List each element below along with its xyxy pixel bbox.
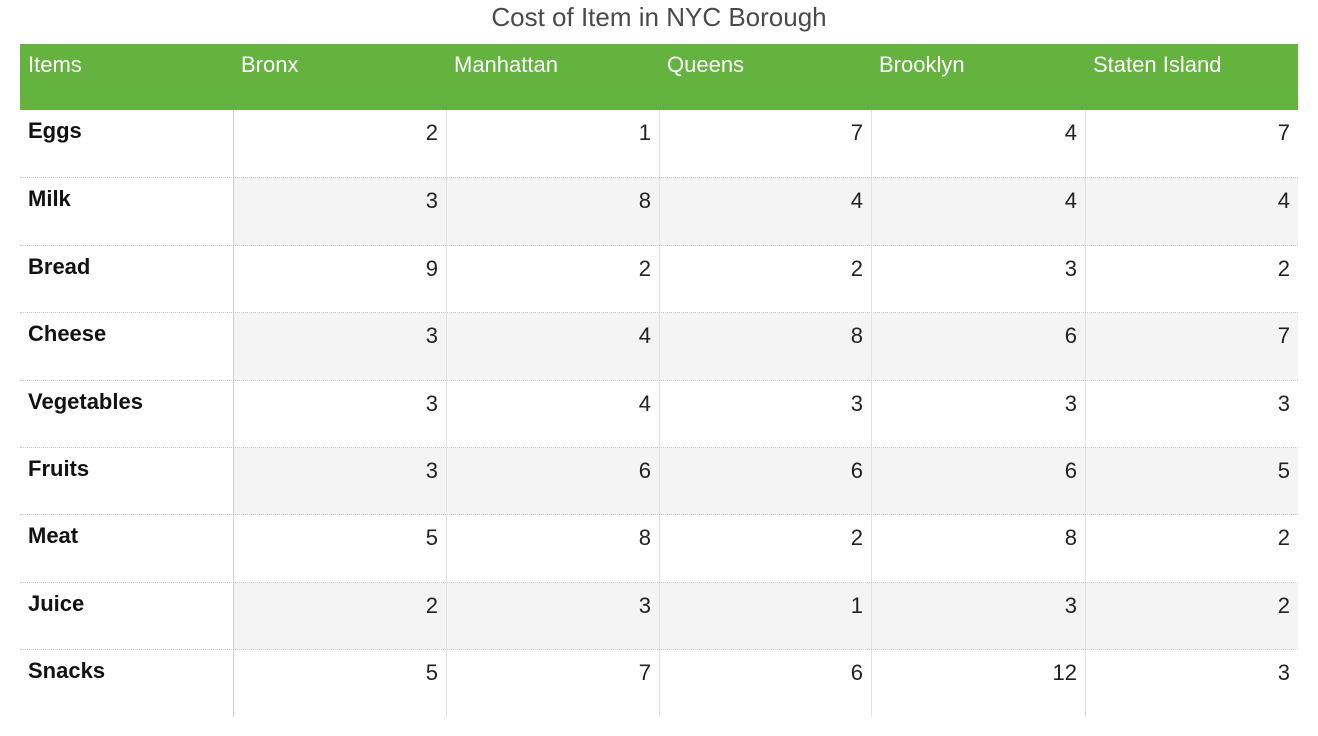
table-cell: 4: [446, 313, 659, 380]
table-cell: 3: [233, 178, 446, 245]
column-header: Manhattan: [454, 52, 558, 77]
table-row: Snacks 5 7 6 12 3: [20, 649, 1298, 717]
table-cell: 6: [446, 447, 659, 515]
table-cell: 8: [659, 313, 871, 380]
table-cell: 7: [446, 650, 659, 717]
table-cell: 7: [1085, 110, 1298, 178]
table-cell: 1: [659, 582, 871, 650]
table-row: Milk 3 8 4 4 4: [20, 177, 1298, 245]
table-cell: 7: [659, 110, 871, 178]
table-header-row: Items Bronx Manhattan Queens Brooklyn Staten …: [20, 44, 1298, 110]
table-cell: 3: [233, 313, 446, 380]
table-cell: 4: [871, 110, 1085, 178]
table-cell: 8: [446, 178, 659, 245]
table-cell: 5: [1085, 447, 1298, 515]
table-cell: 8: [871, 515, 1085, 582]
table-cell: 6: [659, 447, 871, 515]
table-cell: 3: [871, 582, 1085, 650]
table-cell: 3: [1085, 650, 1298, 717]
row-label: Fruits: [28, 455, 90, 481]
table-cell: 8: [446, 515, 659, 582]
table-cell: 2: [233, 110, 446, 178]
row-label: Snacks: [28, 658, 106, 684]
table-row: Juice 2 3 1 3 2: [20, 581, 1298, 650]
column-header: Brooklyn: [879, 52, 965, 77]
table-cell: 3: [871, 380, 1085, 447]
table-cell: 3: [1085, 380, 1298, 447]
table-body: Eggs 2 1 7 4 7 Milk 3 8 4 4 4 Bread 9 2 2 3 2 Cheese 3 4 8 6 7 V…: [20, 110, 1298, 717]
table-row: Cheese 3 4 8 6 7: [20, 312, 1298, 380]
table-cell: 6: [871, 313, 1085, 380]
row-label: Cheese: [28, 321, 107, 347]
table-cell: 6: [659, 650, 871, 717]
row-label: Eggs: [28, 118, 82, 143]
table-row: Meat 5 8 2 8 2: [20, 514, 1298, 582]
table-cell: 3: [659, 380, 871, 447]
table-cell: 2: [659, 515, 871, 582]
table-cell: 9: [233, 245, 446, 313]
data-table: Items Bronx Manhattan Queens Brooklyn Staten …: [20, 44, 1298, 717]
table-cell: 3: [233, 380, 446, 447]
table-cell: 4: [446, 380, 659, 447]
table-cell: 2: [233, 582, 446, 650]
table-row: Vegetables 3 4 3 3 3: [20, 379, 1298, 447]
table-cell: 1: [446, 110, 659, 178]
table-cell: 5: [233, 650, 446, 717]
table-cell: 2: [1085, 515, 1298, 582]
table-cell: 3: [446, 582, 659, 650]
table-row: Bread 9 2 2 3 2: [20, 244, 1298, 313]
row-label: Juice: [28, 590, 85, 616]
table-cell: 12: [871, 650, 1085, 717]
table-row: Fruits 3 6 6 6 5: [20, 446, 1298, 515]
table-cell: 2: [659, 245, 871, 313]
table-cell: 2: [1085, 245, 1298, 313]
row-label: Meat: [28, 523, 79, 549]
column-header: Items: [28, 52, 82, 77]
table-cell: 4: [659, 178, 871, 245]
table-cell: 6: [871, 447, 1085, 515]
table-cell: 5: [233, 515, 446, 582]
column-header: Bronx: [241, 52, 299, 77]
table-cell: 4: [871, 178, 1085, 245]
table-title: Cost of Item in NYC Borough: [491, 2, 827, 32]
table-cell: 2: [446, 245, 659, 313]
table-cell: 7: [1085, 313, 1298, 380]
row-label: Vegetables: [28, 388, 143, 414]
table-cell: 3: [233, 447, 446, 515]
column-header: Staten Island: [1093, 52, 1222, 77]
table-cell: 4: [1085, 178, 1298, 245]
column-header: Queens: [667, 52, 745, 77]
row-label: Milk: [28, 186, 71, 212]
table-cell: 2: [1085, 582, 1298, 650]
table-cell: 3: [871, 245, 1085, 313]
table-row: Eggs 2 1 7 4 7: [20, 110, 1298, 178]
row-label: Bread: [28, 253, 91, 279]
